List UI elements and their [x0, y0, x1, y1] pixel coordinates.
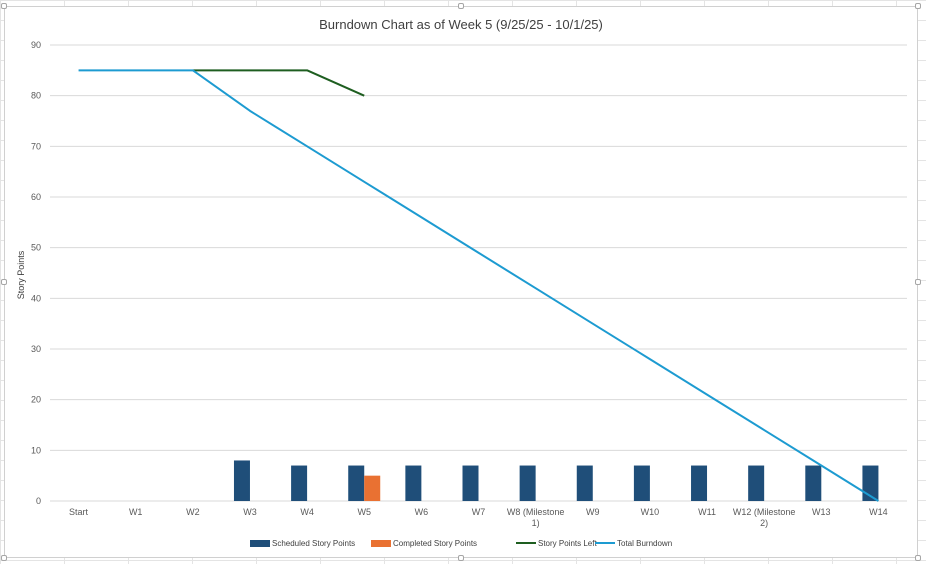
y-tick-label: 90	[31, 40, 41, 50]
bar-scheduled-story-points	[691, 465, 708, 501]
legend-label: Total Burndown	[617, 539, 672, 548]
legend: Scheduled Story Points Completed Story Po…	[250, 539, 672, 548]
x-tick-label: W5	[357, 507, 371, 517]
line-story-points-left	[192, 69, 365, 97]
y-axis-title: Story Points	[16, 250, 26, 299]
resize-handle-left[interactable]	[1, 279, 7, 285]
y-tick-label: 80	[31, 91, 41, 101]
bar-scheduled-story-points	[405, 465, 422, 501]
x-tick-label: Start	[69, 507, 89, 517]
x-axis-ticks: Start W1 W2 W3 W4 W5 W6 W7 W8 (Milestone 1) W9 W10 W…	[69, 507, 888, 528]
resize-handle-bottom-right[interactable]	[915, 555, 921, 561]
bar-scheduled-story-points	[519, 465, 536, 501]
legend-swatch	[371, 540, 391, 547]
legend-label: Completed Story Points	[393, 539, 477, 548]
legend-swatch	[250, 540, 270, 547]
resize-handle-top-left[interactable]	[1, 3, 7, 9]
legend-label: Scheduled Story Points	[272, 539, 355, 548]
x-tick-label: W11	[698, 507, 716, 517]
bar-scheduled-story-points	[576, 465, 593, 501]
x-tick-label: W4	[300, 507, 314, 517]
resize-handle-bottom[interactable]	[458, 555, 464, 561]
x-tick-label: W13	[812, 507, 831, 517]
y-tick-label: 10	[31, 445, 41, 455]
y-tick-label: 20	[31, 395, 41, 405]
chart-title: Burndown Chart as of Week 5 (9/25/25 - 1…	[319, 17, 603, 32]
bar-series	[233, 460, 879, 501]
x-tick-label: W10	[641, 507, 660, 517]
legend-label: Story Points Left	[538, 539, 597, 548]
bar-scheduled-story-points	[462, 465, 479, 501]
burndown-chart: Burndown Chart as of Week 5 (9/25/25 - 1…	[16, 17, 907, 548]
y-tick-label: 40	[31, 293, 41, 303]
line-total-burndown	[78, 69, 879, 502]
x-tick-label: W8 (Milestone 1)	[507, 507, 565, 528]
x-tick-label: W2	[186, 507, 200, 517]
chart-object[interactable]: Burndown Chart as of Week 5 (9/25/25 - 1…	[4, 6, 918, 558]
y-axis-ticks: 0 10 20 30 40 50 60 70 80 90	[31, 40, 41, 506]
x-tick-label: W14	[869, 507, 888, 517]
x-tick-label: W6	[415, 507, 429, 517]
x-tick-label: W3	[243, 507, 257, 517]
x-tick-label: W9	[586, 507, 600, 517]
bar-scheduled-story-points	[633, 465, 650, 501]
bar-scheduled-story-points	[233, 460, 250, 501]
bar-completed-story-points	[364, 475, 381, 501]
bar-scheduled-story-points	[862, 465, 879, 501]
x-tick-label: W12 (Milestone 2)	[733, 507, 796, 528]
resize-handle-right[interactable]	[915, 279, 921, 285]
x-tick-label: W1	[129, 507, 143, 517]
y-tick-label: 60	[31, 192, 41, 202]
y-tick-label: 0	[36, 496, 41, 506]
resize-handle-bottom-left[interactable]	[1, 555, 7, 561]
resize-handle-top-right[interactable]	[915, 3, 921, 9]
bar-scheduled-story-points	[291, 465, 308, 501]
resize-handle-top[interactable]	[458, 3, 464, 9]
bar-scheduled-story-points	[805, 465, 822, 501]
y-tick-label: 70	[31, 141, 41, 151]
x-tick-label: W7	[472, 507, 486, 517]
gridlines	[50, 44, 907, 502]
bar-scheduled-story-points	[748, 465, 765, 501]
bar-scheduled-story-points	[348, 465, 365, 501]
line-series	[78, 69, 879, 502]
y-tick-label: 50	[31, 243, 41, 253]
y-tick-label: 30	[31, 344, 41, 354]
